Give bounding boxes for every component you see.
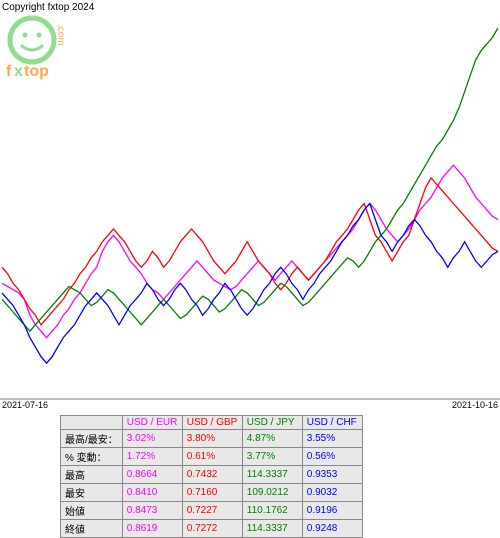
date-end-label: 2021-10-16 <box>452 400 498 410</box>
table-cell: 0.9032 <box>302 484 362 502</box>
table-col-header: USD / CHF <box>302 416 362 430</box>
table-cell: 0.8664 <box>122 466 182 484</box>
table-cell: 0.7432 <box>182 466 242 484</box>
table-cell: 0.7272 <box>182 520 242 538</box>
table-cell: 0.9248 <box>302 520 362 538</box>
table-row-header: % 変動： <box>61 448 123 466</box>
table-col-header: USD / JPY <box>242 416 302 430</box>
table-cell: 110.1762 <box>242 502 302 520</box>
table-col-header: USD / EUR <box>122 416 182 430</box>
table-cell: 0.9353 <box>302 466 362 484</box>
table-row-header: 最安 <box>61 484 123 502</box>
table-cell: 0.8619 <box>122 520 182 538</box>
series-line <box>2 178 498 325</box>
table-row-header: 最高/最安： <box>61 430 123 448</box>
table-cell: 0.9196 <box>302 502 362 520</box>
series-line <box>2 204 498 364</box>
table-cell: 0.7227 <box>182 502 242 520</box>
table-cell: 114.3337 <box>242 520 302 538</box>
table-cell: 1.72% <box>122 448 182 466</box>
table-row-header: 最高 <box>61 466 123 484</box>
table-cell: 3.80% <box>182 430 242 448</box>
svg-text:f: f <box>6 63 12 80</box>
table-cell: 0.8410 <box>122 484 182 502</box>
table-cell: 109.0212 <box>242 484 302 502</box>
table-cell: 0.56% <box>302 448 362 466</box>
svg-text:top: top <box>24 63 49 80</box>
fxtop-logo: .com f x top <box>4 14 84 89</box>
table-cell: 3.77% <box>242 448 302 466</box>
summary-table: USD / EURUSD / GBPUSD / JPYUSD / CHF 最高/最… <box>60 415 363 538</box>
table-cell: 4.87% <box>242 430 302 448</box>
date-start-label: 2021-07-16 <box>2 400 48 410</box>
table-cell: 114.3337 <box>242 466 302 484</box>
table-col-header: USD / GBP <box>182 416 242 430</box>
table-row-header: 始値 <box>61 502 123 520</box>
table-cell: 3.02% <box>122 430 182 448</box>
table-row-header: 終値 <box>61 520 123 538</box>
svg-text:.com: .com <box>55 24 66 46</box>
table-cell: 0.7160 <box>182 484 242 502</box>
copyright-text: Copyright fxtop 2024 <box>2 2 94 13</box>
table-cell: 0.61% <box>182 448 242 466</box>
table-cell: 0.8473 <box>122 502 182 520</box>
svg-text:x: x <box>14 63 23 80</box>
table-cell: 3.55% <box>302 430 362 448</box>
